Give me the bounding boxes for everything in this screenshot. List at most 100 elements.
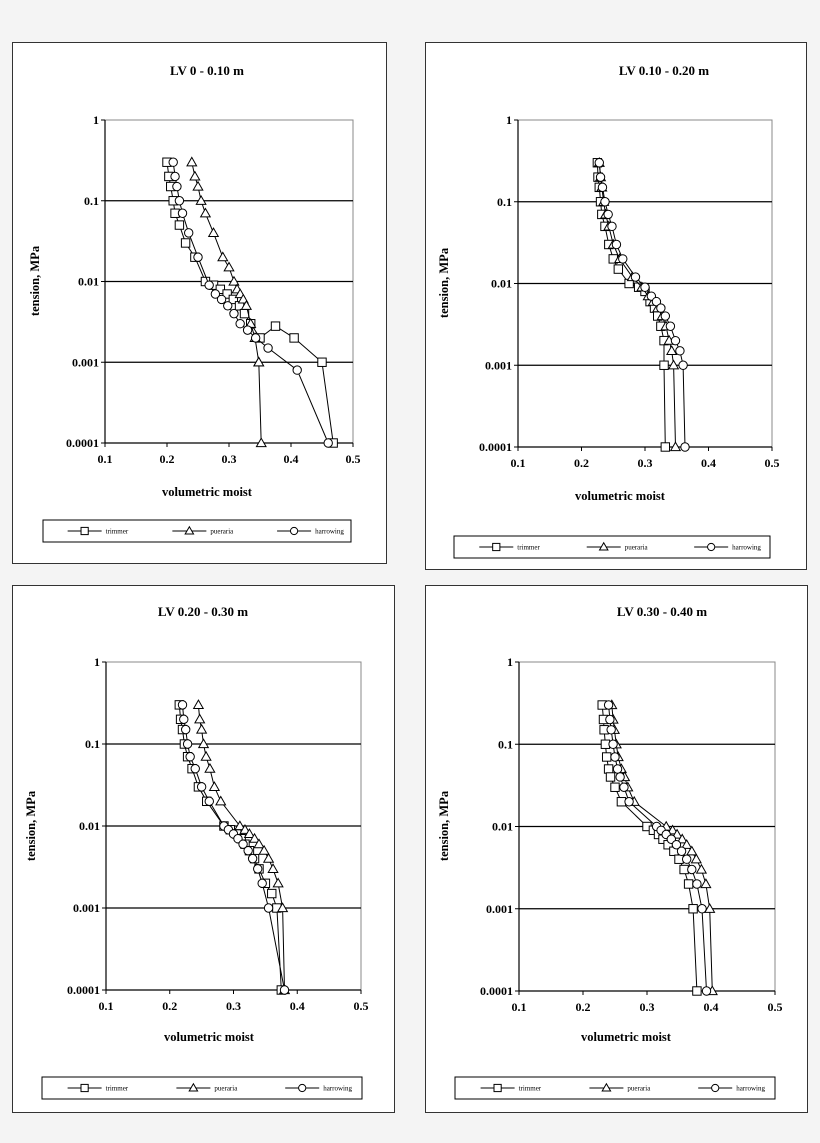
data-point-harrowing [630, 272, 641, 282]
data-point-harrowing [263, 903, 274, 913]
data-point-harrowing [174, 196, 185, 206]
y-tick-label: 0.1 [497, 195, 512, 209]
data-point-harrowing [216, 294, 227, 305]
legend-label-harrowing: harrowing [732, 544, 761, 552]
data-point-harrowing [610, 752, 620, 762]
y-tick-label: 0.001 [485, 358, 512, 372]
y-tick-label: 1 [93, 113, 99, 127]
data-point-trimmer [683, 879, 694, 889]
legend-marker-pueraria [188, 1082, 199, 1092]
data-point-pueraria [676, 833, 688, 844]
x-tick-label: 0.3 [638, 456, 653, 470]
data-point-harrowing [253, 864, 263, 874]
y-tick-label: 0.001 [486, 902, 513, 916]
data-point-harrowing [172, 181, 182, 192]
legend: trimmer pueraria harrowing [41, 1076, 363, 1100]
data-point-pueraria [199, 207, 212, 218]
legend-label-harrowing: harrowing [315, 528, 344, 536]
chart-svg: LV 0 - 0.10 m 1 0.1 0.01 0.001 0.0001 0.1 0.2 0.… [28, 63, 361, 543]
x-tick-label: 0.3 [226, 999, 241, 1013]
data-point-pueraria [217, 251, 229, 262]
data-point-pueraria [262, 852, 275, 863]
data-point-harrowing [615, 772, 625, 782]
data-point-pueraria [669, 441, 682, 452]
x-tick-label: 0.5 [346, 452, 361, 466]
legend-label-pueraria: pueraria [210, 528, 234, 536]
data-point-harrowing [665, 321, 676, 331]
data-point-harrowing [292, 365, 302, 375]
data-point-harrowing [235, 319, 245, 329]
data-point-harrowing [624, 797, 634, 807]
data-point-harrowing [279, 985, 290, 995]
legend: trimmer pueraria harrowing [454, 1076, 776, 1100]
data-point-harrowing [180, 724, 191, 735]
data-point-pueraria [215, 795, 227, 806]
x-tick-label: 0.5 [765, 456, 780, 470]
y-tick-label: 1 [506, 113, 512, 127]
y-tick-label: 0.01 [79, 819, 100, 833]
data-point-pueraria [240, 300, 253, 310]
y-tick-label: 0.01 [78, 275, 99, 289]
y-tick-label: 0.1 [84, 194, 99, 208]
data-point-trimmer [270, 321, 281, 331]
chart-panel-lv-0-0.10: LV 0 - 0.10 m 1 0.1 0.01 0.001 0.0001 0.1 0.2 0.… [12, 42, 387, 564]
x-tick-label: 0.4 [704, 1000, 719, 1014]
legend-marker-pueraria [601, 1082, 612, 1092]
x-tick-label: 0.2 [576, 1000, 591, 1014]
legend-marker-harrowing [707, 542, 716, 552]
data-point-harrowing [640, 282, 650, 292]
data-point-harrowing [263, 343, 273, 353]
legend: trimmer pueraria harrowing [453, 535, 771, 559]
data-point-harrowing [243, 845, 253, 856]
x-tick-label: 0.1 [511, 456, 526, 470]
legend-marker-harrowing [711, 1083, 720, 1093]
x-tick-label: 0.4 [701, 456, 716, 470]
data-point-harrowing [242, 325, 253, 335]
data-point-harrowing [595, 172, 606, 182]
y-tick-label: 0.0001 [66, 436, 99, 450]
data-point-pueraria [234, 820, 246, 831]
legend-label-pueraria: pueraria [625, 544, 649, 552]
data-point-harrowing [687, 864, 697, 875]
data-point-pueraria [253, 356, 265, 367]
data-point-trimmer [659, 360, 669, 370]
data-point-harrowing [177, 700, 188, 710]
data-point-harrowing [618, 254, 628, 264]
data-point-pueraria [197, 738, 210, 749]
data-point-trimmer [610, 782, 620, 792]
y-tick-label: 0.001 [73, 901, 100, 915]
data-point-harrowing [185, 752, 195, 762]
chart-panel-lv-0.20-0.30: LV 0.20 - 0.30 m 1 0.1 0.01 0.001 0.0001 0.1 0.… [12, 585, 395, 1113]
y-tick-label: 1 [507, 655, 513, 669]
data-point-trimmer [660, 442, 671, 452]
data-point-trimmer [174, 220, 185, 230]
y-tick-label: 0.0001 [480, 984, 513, 998]
legend-label-harrowing: harrowing [323, 1085, 352, 1093]
y-tick-label: 0.01 [492, 820, 513, 834]
data-point-harrowing [619, 782, 629, 792]
y-tick-label: 0.01 [491, 277, 512, 291]
data-point-harrowing [196, 782, 207, 792]
data-point-harrowing [681, 854, 692, 864]
data-point-pueraria [690, 853, 702, 864]
chart-svg: LV 0.20 - 0.30 m 1 0.1 0.01 0.001 0.0001 0.1 0.… [24, 604, 369, 1100]
data-point-pueraria [253, 838, 265, 849]
data-point-trimmer [600, 739, 611, 749]
data-point-pueraria [243, 828, 256, 839]
chart-panel-lv-0.30-0.40: LV 0.30 - 0.40 m 1 0.1 0.01 0.001 0.0001 0.1 0.… [425, 585, 808, 1113]
data-point-harrowing [247, 853, 258, 864]
y-tick-label: 0.001 [72, 355, 99, 369]
data-point-trimmer [613, 264, 624, 274]
y-tick-label: 1 [94, 655, 100, 669]
data-point-harrowing [603, 700, 614, 710]
x-tick-label: 0.1 [99, 999, 114, 1013]
data-point-pueraria [248, 832, 261, 843]
data-point-harrowing [190, 763, 200, 774]
x-tick-label: 0.2 [160, 452, 175, 466]
data-point-trimmer [267, 888, 277, 899]
legend-marker-trimmer [80, 1083, 89, 1093]
data-point-harrowing [594, 158, 604, 168]
data-point-trimmer [228, 294, 239, 305]
data-point-harrowing [223, 301, 233, 311]
y-axis-label: tension, MPa [437, 247, 451, 318]
